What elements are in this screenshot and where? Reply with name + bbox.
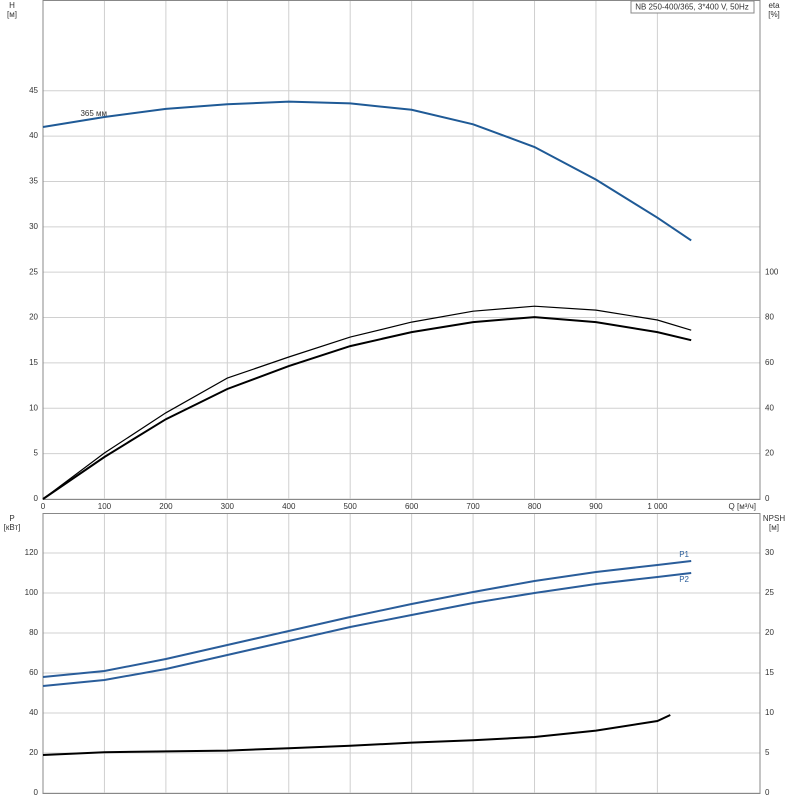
y-tick-label: 40 (29, 131, 38, 140)
y2-tick-label: 15 (765, 668, 774, 677)
x-tick-label: 800 (528, 502, 542, 511)
y2-tick-label: 100 (765, 267, 779, 276)
y2-tick-label: 30 (765, 548, 774, 557)
x-axis-label: Q [м³/ч] (729, 502, 756, 511)
y-tick-label: 20 (29, 313, 38, 322)
y2-tick-label: 0 (765, 788, 770, 797)
y-tick-label: 15 (29, 358, 38, 367)
y-tick-label: 25 (29, 267, 38, 276)
y-axis-unit: [м] (7, 10, 17, 19)
y2-axis-label: NPSH (763, 514, 785, 523)
x-tick-label: 700 (466, 502, 480, 511)
y-axis-label: H (9, 1, 15, 10)
y-tick-label: 5 (34, 449, 39, 458)
plot-frame (42, 513, 761, 794)
plot-frame (42, 0, 761, 500)
curve (42, 305, 692, 500)
y2-tick-label: 0 (765, 494, 770, 503)
x-tick-label: 200 (159, 502, 173, 511)
x-tick-label: 900 (589, 502, 603, 511)
y2-tick-label: 80 (765, 313, 774, 322)
y2-axis-unit: [м] (769, 523, 779, 532)
y-tick-label: 100 (25, 588, 39, 597)
y-tick-label: 0 (34, 494, 39, 503)
series-label: P1 (679, 550, 689, 559)
y-tick-label: 20 (29, 748, 38, 757)
x-tick-label: 300 (221, 502, 235, 511)
x-tick-label: 500 (344, 502, 358, 511)
y-tick-label: 40 (29, 708, 38, 717)
chart-title: NB 250-400/365, 3*400 V, 50Hz (635, 3, 749, 12)
y-tick-label: 10 (29, 403, 38, 412)
y-tick-label: 0 (34, 788, 39, 797)
y2-tick-label: 20 (765, 449, 774, 458)
series-label: 365 мм (80, 109, 107, 118)
y2-tick-label: 25 (765, 588, 774, 597)
x-tick-label: 400 (282, 502, 296, 511)
curve (42, 560, 692, 678)
y2-axis-label: eta (768, 1, 780, 10)
x-tick-label: 1 000 (647, 502, 668, 511)
y-tick-label: 30 (29, 222, 38, 231)
y-axis-label: P (9, 514, 14, 523)
curve (42, 572, 692, 687)
curve (42, 714, 671, 756)
curve (42, 100, 692, 242)
x-tick-label: 600 (405, 502, 419, 511)
y2-tick-label: 10 (765, 708, 774, 717)
y-tick-label: 45 (29, 86, 38, 95)
y-tick-label: 120 (25, 548, 39, 557)
y-tick-label: 80 (29, 628, 38, 637)
y2-tick-label: 60 (765, 358, 774, 367)
curve (42, 316, 692, 500)
title-box (630, 0, 755, 14)
series-label: P2 (679, 575, 689, 584)
y-tick-label: 35 (29, 177, 38, 186)
y2-tick-label: 5 (765, 748, 770, 757)
x-tick-label: 0 (41, 502, 46, 511)
y2-tick-label: 40 (765, 403, 774, 412)
y-tick-label: 60 (29, 668, 38, 677)
y2-axis-unit: [%] (768, 10, 780, 19)
x-tick-label: 100 (98, 502, 112, 511)
y-axis-unit: [кВт] (4, 523, 21, 532)
y2-tick-label: 20 (765, 628, 774, 637)
